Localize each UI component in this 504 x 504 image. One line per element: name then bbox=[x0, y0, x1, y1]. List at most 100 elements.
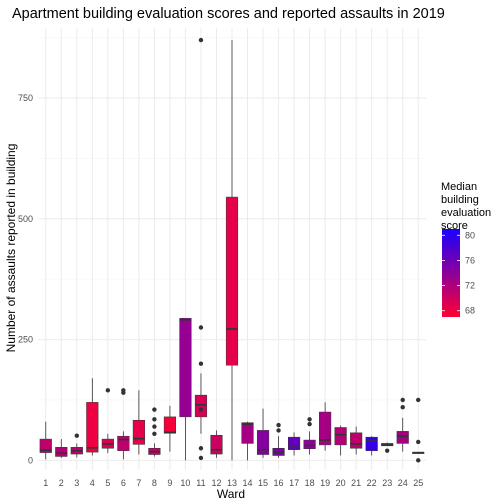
y-axis-ticks: 0 250 500 750 bbox=[18, 93, 33, 465]
color-legend: Median building evaluation score 6872768… bbox=[441, 181, 491, 317]
outlier-point bbox=[198, 361, 204, 366]
box-ward-8 bbox=[148, 407, 161, 457]
x-tick-label: 3 bbox=[74, 478, 79, 488]
x-tick-label: 5 bbox=[105, 478, 110, 488]
box-ward-12 bbox=[210, 430, 223, 458]
box-body bbox=[256, 430, 270, 455]
box-ward-17 bbox=[288, 432, 301, 456]
box-body bbox=[55, 447, 68, 457]
box-ward-9 bbox=[163, 405, 176, 452]
outlier-point bbox=[416, 458, 421, 463]
x-tick-label: 16 bbox=[274, 478, 284, 488]
outlier-point bbox=[307, 421, 312, 427]
box-ward-20 bbox=[334, 425, 347, 456]
outlier-point bbox=[400, 397, 405, 403]
box-body bbox=[86, 402, 99, 453]
x-tick-label: 12 bbox=[211, 478, 221, 488]
x-tick-label: 2 bbox=[59, 478, 64, 488]
box-ward-13 bbox=[225, 40, 239, 461]
box-body bbox=[117, 435, 130, 451]
legend-title-line-3: evaluation bbox=[441, 207, 491, 219]
box-ward-25 bbox=[412, 397, 425, 463]
x-tick-label: 24 bbox=[398, 478, 408, 488]
outlier-point bbox=[105, 388, 111, 393]
box-ward-18 bbox=[303, 417, 316, 455]
outlier-point bbox=[198, 407, 204, 412]
box-body bbox=[396, 431, 409, 444]
x-tick-label: 19 bbox=[320, 478, 330, 488]
box-body bbox=[319, 411, 332, 446]
outlier-point bbox=[416, 439, 421, 445]
y-tick-label: 250 bbox=[18, 335, 33, 345]
box-body bbox=[163, 416, 176, 434]
box-body bbox=[365, 436, 378, 451]
y-tick-label: 0 bbox=[28, 455, 33, 465]
x-axis-title: Ward bbox=[217, 487, 245, 501]
legend-tick-label: 72 bbox=[465, 281, 475, 291]
x-axis-ticks: 1 2 3 4 5 6 7 8 9 10 11 12 13 14 15 16 17 18 19 20 21 22 23 24 2… bbox=[43, 478, 423, 488]
box-ward-7 bbox=[132, 390, 145, 455]
box-ward-3 bbox=[70, 433, 83, 458]
y-axis-title: Number of assaults reported in building bbox=[4, 144, 18, 353]
outlier-point bbox=[276, 428, 281, 433]
box-body bbox=[39, 438, 52, 453]
outlier-point bbox=[198, 37, 204, 43]
legend-title-line-2: building bbox=[441, 194, 479, 206]
x-tick-label: 21 bbox=[351, 478, 361, 488]
box-ward-21 bbox=[350, 426, 363, 455]
x-tick-label: 17 bbox=[289, 478, 299, 488]
box-ward-23 bbox=[381, 442, 394, 453]
outlier-point bbox=[198, 325, 204, 330]
box-body bbox=[241, 422, 254, 444]
box-body bbox=[210, 434, 223, 455]
x-tick-label: 11 bbox=[196, 478, 205, 488]
x-tick-label: 14 bbox=[243, 478, 253, 488]
outlier-point bbox=[121, 388, 126, 393]
box-ward-6 bbox=[117, 388, 130, 460]
legend-color-bar bbox=[442, 229, 460, 317]
outlier-point bbox=[152, 431, 157, 436]
x-tick-label: 9 bbox=[167, 478, 172, 488]
x-tick-label: 23 bbox=[382, 478, 392, 488]
gridlines bbox=[38, 28, 426, 470]
box-body bbox=[179, 318, 192, 418]
outlier-point bbox=[198, 446, 204, 451]
legend-tick-label: 76 bbox=[465, 255, 475, 265]
outlier-point bbox=[416, 397, 421, 403]
box-body bbox=[350, 432, 363, 449]
box-ward-24 bbox=[396, 397, 409, 452]
box-body bbox=[194, 394, 208, 418]
chart-title: Apartment building evaluation scores and… bbox=[12, 6, 445, 22]
box-ward-22 bbox=[365, 436, 378, 456]
x-tick-label: 15 bbox=[258, 478, 268, 488]
box-ward-14 bbox=[241, 421, 254, 461]
x-tick-label: 4 bbox=[90, 478, 95, 488]
x-tick-label: 8 bbox=[152, 478, 157, 488]
x-tick-label: 20 bbox=[336, 478, 346, 488]
box-ward-16 bbox=[272, 422, 285, 458]
box-series bbox=[39, 37, 425, 463]
x-tick-label: 18 bbox=[305, 478, 315, 488]
x-tick-label: 13 bbox=[227, 478, 237, 488]
outlier-point bbox=[385, 448, 390, 453]
box-ward-15 bbox=[256, 408, 270, 458]
x-tick-label: 7 bbox=[136, 478, 141, 488]
outlier-point bbox=[74, 433, 80, 438]
box-body bbox=[225, 196, 239, 366]
x-tick-label: 25 bbox=[413, 478, 423, 488]
box-ward-4 bbox=[86, 378, 99, 456]
box-ward-5 bbox=[101, 388, 114, 454]
legend-tick-label: 80 bbox=[465, 230, 475, 240]
outlier-point bbox=[152, 417, 157, 422]
box-body bbox=[303, 439, 316, 449]
outlier-point bbox=[276, 422, 281, 428]
x-tick-label: 10 bbox=[180, 478, 190, 488]
box-body bbox=[288, 436, 301, 450]
outlier-point bbox=[152, 407, 157, 412]
box-ward-19 bbox=[319, 402, 332, 451]
box-body bbox=[334, 427, 347, 446]
outlier-point bbox=[400, 405, 405, 410]
outlier-point bbox=[307, 417, 312, 422]
